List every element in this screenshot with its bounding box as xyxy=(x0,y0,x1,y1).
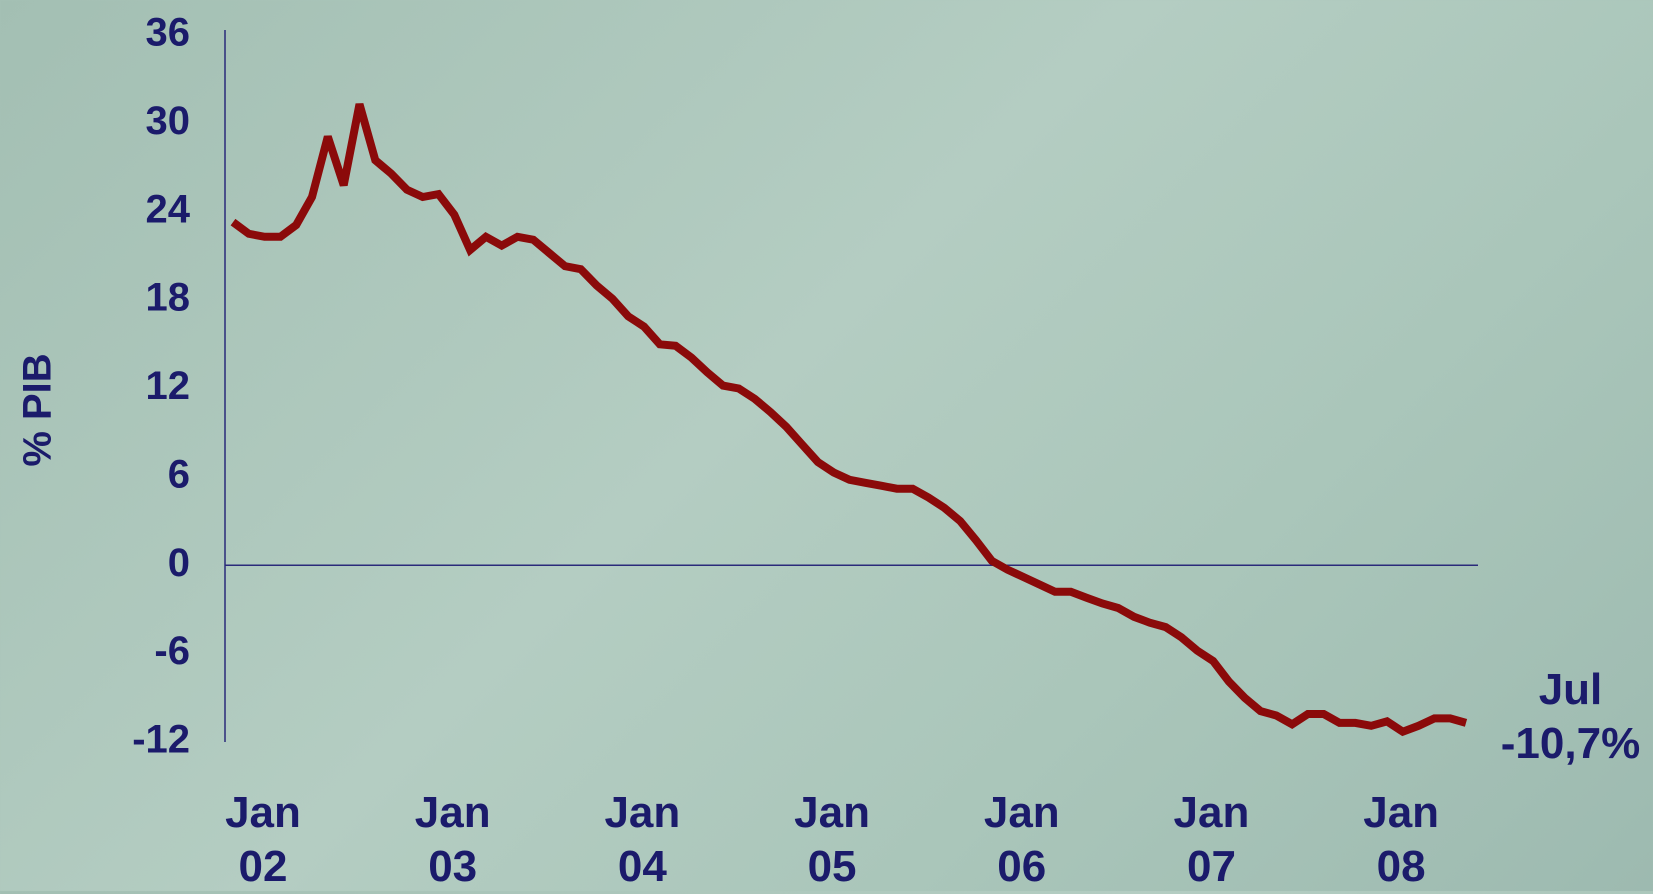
y-tick-label: 18 xyxy=(146,276,191,320)
y-tick-label: 12 xyxy=(146,364,191,408)
x-tick-label: Jan 03 xyxy=(414,788,491,891)
x-tick-label: Jan 05 xyxy=(794,788,870,891)
y-tick-label: 0 xyxy=(168,541,190,585)
y-axis-label: % PIB xyxy=(16,353,60,466)
y-tick-label: -6 xyxy=(154,629,190,673)
x-tick-label: Jan 08 xyxy=(1363,788,1440,891)
x-tick-label: Jan 04 xyxy=(604,788,681,891)
x-tick-label: Jan 02 xyxy=(225,788,301,891)
y-tick-label: 36 xyxy=(146,11,191,55)
y-tick-label: 24 xyxy=(146,187,191,231)
y-tick-label: 30 xyxy=(146,99,191,143)
annotation: Jul -10,7% xyxy=(1500,665,1641,768)
data-line xyxy=(230,103,1468,737)
y-tick-label: -12 xyxy=(132,718,190,762)
y-tick-label: 6 xyxy=(168,452,190,496)
x-tick-label: Jan 07 xyxy=(1173,788,1250,891)
x-tick-label: Jan 06 xyxy=(983,788,1060,891)
